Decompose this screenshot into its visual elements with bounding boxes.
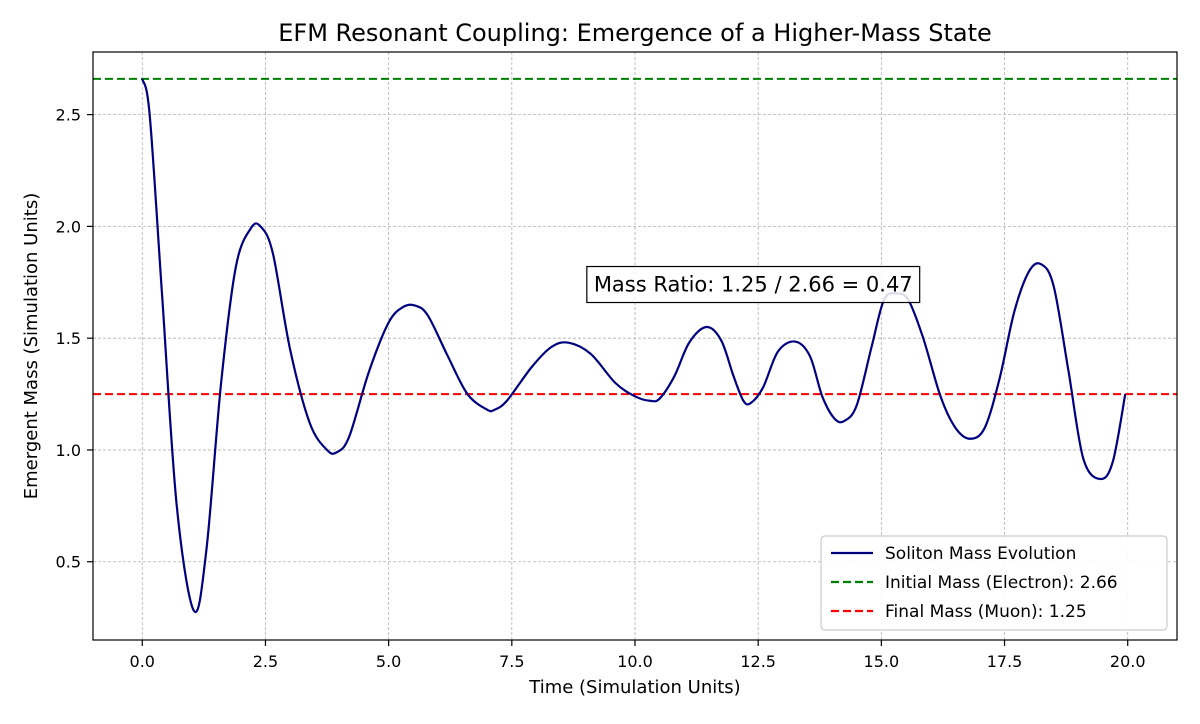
series-line-soliton-mass	[141, 78, 1127, 614]
legend: Soliton Mass Evolution Initial Mass (Elec…	[820, 535, 1168, 631]
reference-lines	[93, 77, 1177, 396]
x-tick-label: 5.0	[376, 652, 401, 671]
legend-label: Soliton Mass Evolution	[885, 544, 1076, 564]
legend-box	[820, 535, 1168, 631]
annotation-text: Mass Ratio: 1.25 / 2.66 = 0.47	[594, 273, 913, 297]
x-tick-label: 20.0	[1110, 652, 1146, 671]
series-lines	[141, 78, 1127, 614]
mass-ratio-annotation: Mass Ratio: 1.25 / 2.66 = 0.47	[586, 265, 921, 304]
y-tick-label: 1.0	[56, 441, 81, 460]
legend-item: Soliton Mass Evolution	[831, 544, 1076, 564]
y-tick-label: 2.0	[56, 217, 81, 236]
y-axis-ticks: 0.5 1.0 1.5 2.0 2.5	[56, 106, 93, 572]
legend-item: Final Mass (Muon): 1.25	[831, 602, 1087, 622]
x-axis-ticks: 0.0 2.5 5.0 7.5 10.0 12.5 15.0 17.5 20.0	[130, 640, 1146, 671]
x-tick-label: 15.0	[864, 652, 900, 671]
x-axis-label: Time (Simulation Units)	[528, 677, 740, 698]
annotation-box	[586, 265, 921, 304]
chart-title: EFM Resonant Coupling: Emergence of a Hi…	[278, 19, 992, 47]
y-tick-label: 2.5	[56, 106, 81, 125]
y-axis-label: Emergent Mass (Simulation Units)	[21, 193, 42, 499]
y-tick-label: 1.5	[56, 329, 81, 348]
legend-label: Initial Mass (Electron): 2.66	[885, 573, 1118, 593]
x-tick-label: 12.5	[740, 652, 776, 671]
y-tick-label: 0.5	[56, 553, 81, 572]
x-tick-label: 10.0	[617, 652, 653, 671]
x-tick-label: 17.5	[987, 652, 1023, 671]
legend-label: Final Mass (Muon): 1.25	[885, 602, 1087, 622]
x-tick-label: 2.5	[253, 652, 278, 671]
x-tick-label: 7.5	[499, 652, 524, 671]
legend-item: Initial Mass (Electron): 2.66	[831, 573, 1118, 593]
x-tick-label: 0.0	[130, 652, 155, 671]
